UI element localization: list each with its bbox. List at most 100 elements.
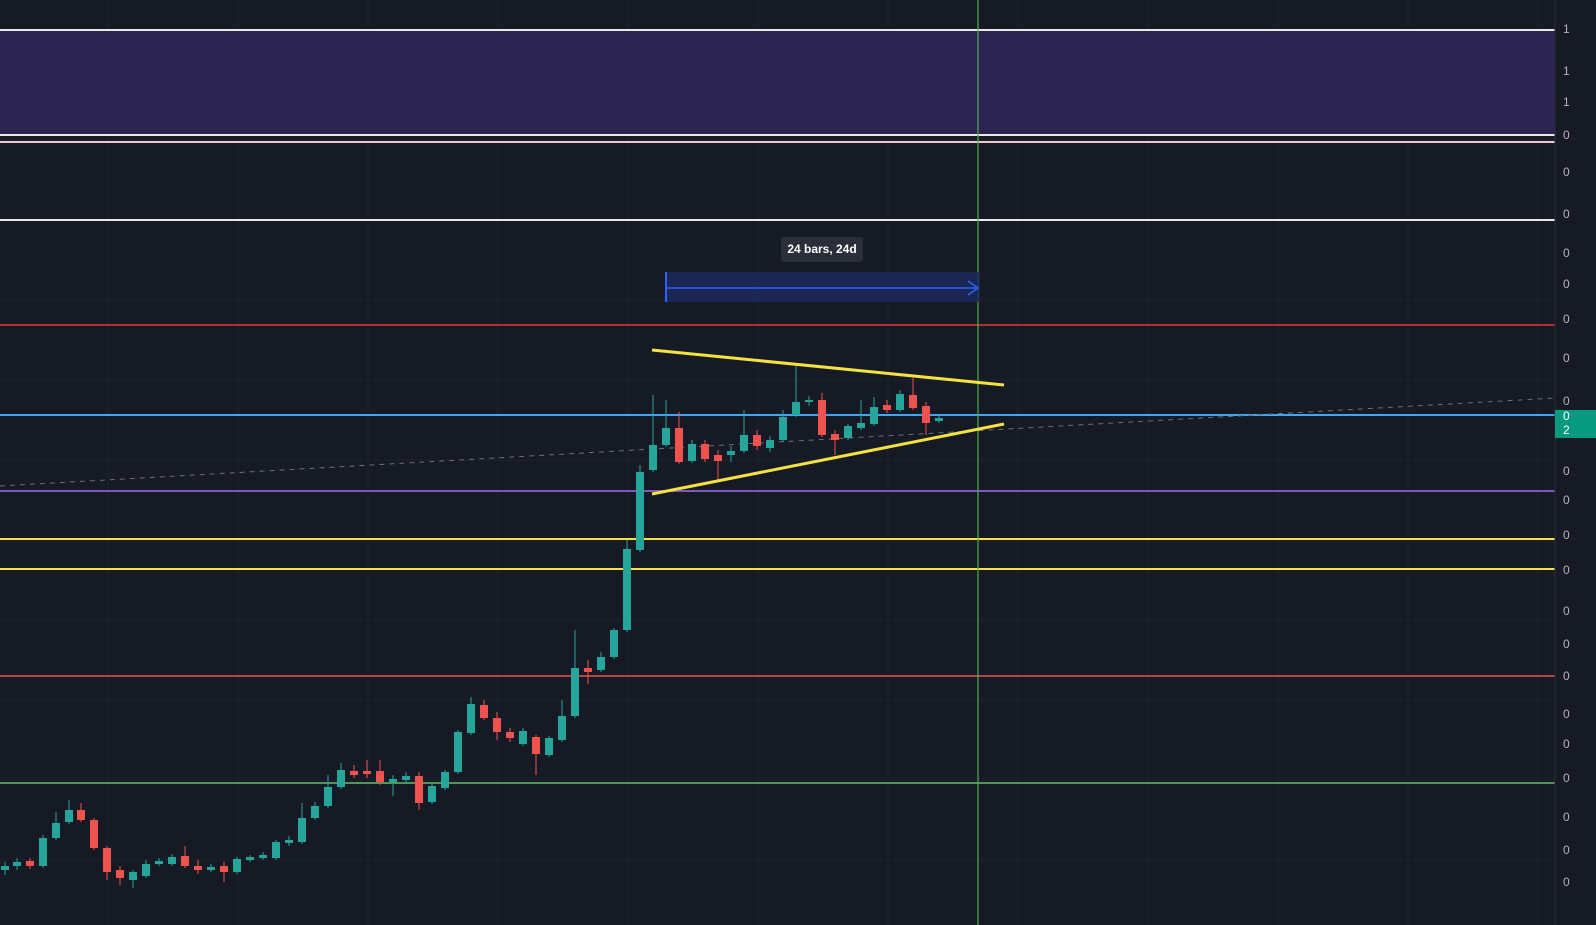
candle-body (415, 776, 423, 803)
candle-body (285, 840, 293, 843)
candle-body (857, 423, 865, 428)
candle-body (675, 428, 683, 462)
triangle-lower (651, 422, 1005, 496)
triangle-upper (651, 348, 1005, 387)
candle-body (428, 786, 436, 802)
candle-body (623, 549, 631, 630)
price-label: 0 (1563, 737, 1570, 751)
candle-body (740, 435, 748, 451)
price-label: 0 (1563, 246, 1570, 260)
candle-body (922, 406, 930, 423)
candle-body (792, 402, 800, 415)
price-label: 1 (1563, 64, 1570, 78)
candle-body (571, 668, 579, 716)
price-label: 0 (1563, 128, 1570, 142)
price-label: 0 (1563, 843, 1570, 857)
candle-body (532, 737, 540, 754)
candle-body (844, 426, 852, 438)
price-badge-text: 0 (1563, 409, 1570, 423)
candle-body (558, 716, 566, 740)
price-label: 0 (1563, 528, 1570, 542)
candle-body (116, 870, 124, 878)
candle-body (168, 857, 176, 864)
measure-label: 24 bars, 24d (787, 242, 856, 256)
candle-body (454, 732, 462, 772)
price-label: 1 (1563, 22, 1570, 36)
candle-body (714, 455, 722, 461)
candle-body (155, 861, 163, 864)
candle-body (77, 810, 85, 820)
price-label: 0 (1563, 493, 1570, 507)
candle-body (480, 705, 488, 718)
measure-tooltip (781, 237, 863, 262)
candle-body (597, 657, 605, 670)
candle-body (896, 394, 904, 410)
candle-body (220, 866, 228, 872)
candle-body (39, 838, 47, 866)
candle-body (207, 867, 215, 870)
candles (1, 366, 943, 888)
candle-body (65, 810, 73, 822)
price-badge-text: 2 (1563, 423, 1570, 437)
candle-body (610, 630, 618, 657)
price-label: 0 (1563, 165, 1570, 179)
candle-body (142, 864, 150, 876)
candle-body (753, 435, 761, 446)
candle-body (818, 400, 826, 435)
candle-body (324, 787, 332, 806)
price-label: 0 (1563, 771, 1570, 785)
candle-body (26, 861, 34, 866)
candle-body (688, 444, 696, 461)
candle-body (727, 451, 735, 455)
candle-body (363, 771, 371, 774)
candle-body (467, 704, 475, 733)
price-label: 0 (1563, 669, 1570, 683)
candle-body (493, 718, 501, 732)
price-label: 0 (1563, 637, 1570, 651)
candle-body (103, 848, 111, 872)
candle-body (870, 407, 878, 424)
candle-body (233, 859, 241, 872)
candle-body (649, 445, 657, 470)
measure-arrow-head (967, 280, 980, 296)
candle-body (194, 866, 202, 870)
price-label: 0 (1563, 464, 1570, 478)
candle-body (1, 866, 9, 870)
candle-body (350, 771, 358, 775)
candle-body (272, 842, 280, 858)
candle-body (935, 418, 943, 421)
price-label: 0 (1563, 563, 1570, 577)
candle-body (389, 779, 397, 782)
price-label: 0 (1563, 312, 1570, 326)
candle-body (402, 776, 410, 780)
candle-body (805, 400, 813, 402)
candle-body (246, 857, 254, 860)
candle-body (90, 820, 98, 848)
candle-body (636, 472, 644, 550)
price-label: 1 (1563, 95, 1570, 109)
candle-body (52, 823, 60, 838)
candle-body (831, 434, 839, 440)
price-badge (1555, 410, 1596, 438)
zone-box (0, 30, 1555, 135)
price-label: 0 (1563, 394, 1570, 408)
price-label: 0 (1563, 207, 1570, 221)
candle-body (13, 862, 21, 866)
candle-body (129, 872, 137, 880)
price-label: 0 (1563, 810, 1570, 824)
candle-body (779, 417, 787, 440)
candle-body (766, 440, 774, 448)
candle-body (337, 770, 345, 787)
candle-body (181, 856, 189, 866)
candle-body (298, 818, 306, 842)
price-label: 0 (1563, 604, 1570, 618)
levels (0, 29, 1555, 784)
candle-body (909, 395, 917, 408)
measure-box (666, 272, 980, 302)
candle-body (441, 772, 449, 788)
candle-body (506, 732, 514, 738)
price-label: 0 (1563, 277, 1570, 291)
candle-body (259, 855, 267, 858)
candle-body (376, 771, 384, 782)
